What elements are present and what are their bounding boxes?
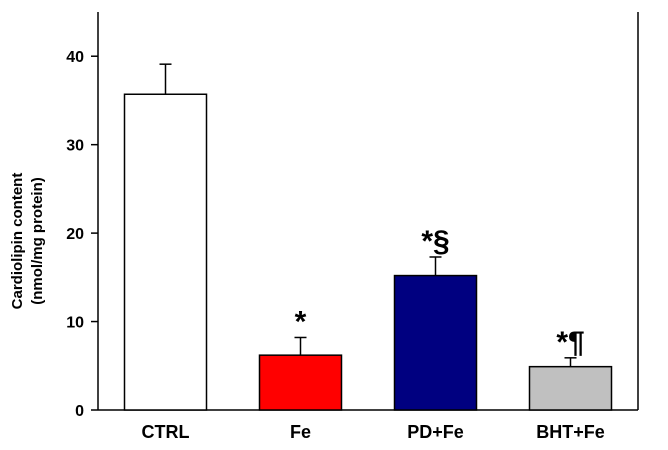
category-labels: CTRL Fe PD+Fe BHT+Fe [142, 422, 605, 442]
bar-bht-fe [528, 365, 613, 411]
category-label: PD+Fe [407, 422, 464, 442]
y-axis-label-line-1: Cardiolipin content [9, 173, 26, 310]
y-tick-label: 10 [66, 315, 84, 332]
category-label: Fe [290, 422, 311, 442]
y-axis-ticks: 0 10 20 30 40 [66, 49, 98, 420]
significance-label: * [295, 305, 307, 338]
y-axis-label: Cardiolipin content (nmol/mg protein) [9, 173, 46, 310]
bar-fe [258, 354, 343, 411]
y-tick-label: 40 [66, 49, 84, 66]
bar-ctrl [123, 93, 208, 411]
significance-label: *¶ [556, 326, 584, 359]
category-label: CTRL [142, 422, 190, 442]
y-tick-label: 20 [66, 226, 84, 243]
y-tick-label: 30 [66, 138, 84, 155]
y-axis-label-line-2: (nmol/mg protein) [29, 177, 46, 305]
significance-label: *§ [421, 225, 449, 258]
bar-series: * *§ *¶ [123, 63, 613, 411]
category-label: BHT+Fe [536, 422, 605, 442]
bar-pd-fe [393, 274, 478, 411]
y-tick-label: 0 [75, 403, 84, 420]
